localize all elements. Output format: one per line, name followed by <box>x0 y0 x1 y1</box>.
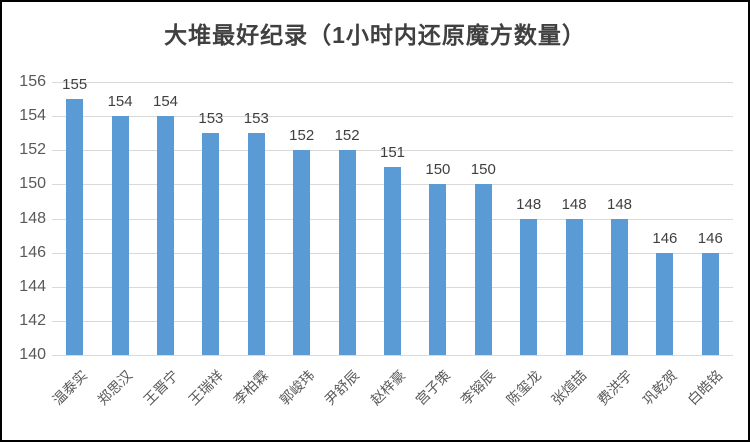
bar <box>384 167 401 355</box>
bar-value-label: 152 <box>334 127 360 145</box>
y-axis-tick-label: 142 <box>19 311 46 329</box>
bar <box>66 99 84 355</box>
gridline <box>52 82 733 83</box>
bar-value-label: 150 <box>470 161 496 179</box>
bar-value-label: 153 <box>243 110 269 128</box>
x-axis-category-label: 宫子策 <box>412 367 454 409</box>
bar-value-label: 151 <box>379 144 406 162</box>
bar <box>611 218 628 355</box>
bar <box>247 133 265 355</box>
bar-value-label: 155 <box>62 76 88 94</box>
x-axis-category-label: 白皓铭 <box>684 367 726 409</box>
x-axis-category-label: 温泰实 <box>49 367 91 409</box>
x-axis-category-label: 费洪宇 <box>593 367 635 409</box>
bar-value-label: 153 <box>198 110 224 128</box>
bar <box>701 252 719 355</box>
x-axis-category-label: 赵梓豪 <box>366 367 408 409</box>
bar <box>202 133 220 355</box>
bar <box>656 252 674 355</box>
bar-value-label: 152 <box>289 127 315 145</box>
bar <box>111 116 129 355</box>
bar-value-label: 150 <box>425 161 451 179</box>
bar <box>429 184 447 355</box>
y-axis-tick-label: 152 <box>19 141 46 159</box>
bar-value-label: 148 <box>516 195 542 213</box>
gridline <box>52 355 733 356</box>
bar <box>474 184 492 355</box>
bar-value-label: 148 <box>606 195 633 213</box>
bar-value-label: 146 <box>697 229 723 247</box>
bar-value-label: 154 <box>152 93 179 111</box>
y-axis-tick-label: 150 <box>19 175 46 193</box>
bar <box>565 218 583 355</box>
bar-value-label: 148 <box>561 195 587 213</box>
y-axis-tick-label: 144 <box>19 277 46 295</box>
bar-value-label: 154 <box>107 93 133 111</box>
x-axis-category-label: 尹舒辰 <box>321 367 363 409</box>
gridline <box>52 116 733 118</box>
x-axis-category-label: 巩乾贺 <box>639 367 681 409</box>
x-axis-category-label: 郭峻玮 <box>276 367 318 409</box>
x-axis-category-label: 王晋宁 <box>139 367 181 409</box>
y-axis-tick-label: 140 <box>19 346 46 363</box>
x-axis-category-label: 郑思汉 <box>94 367 136 409</box>
bar <box>157 116 174 355</box>
x-axis-category-label: 李镕辰 <box>457 367 499 409</box>
bar <box>520 218 538 355</box>
chart-title: 大堆最好纪录（1小时内还原魔方数量） <box>164 22 586 48</box>
x-axis-category-label: 陈玺龙 <box>503 367 545 409</box>
bar-value-label: 146 <box>652 229 678 247</box>
y-axis-tick-label: 156 <box>19 73 46 90</box>
x-axis-category-label: 张煊喆 <box>548 367 590 409</box>
y-axis-tick-label: 154 <box>19 107 46 125</box>
gridline <box>52 150 733 152</box>
y-axis-tick-label: 146 <box>19 243 46 261</box>
y-axis-tick-label: 148 <box>19 209 46 227</box>
x-axis-category-label: 李柏霖 <box>230 367 272 409</box>
bar <box>293 150 311 355</box>
bar <box>338 150 356 355</box>
x-axis-category-label: 王瑞祥 <box>185 367 227 409</box>
